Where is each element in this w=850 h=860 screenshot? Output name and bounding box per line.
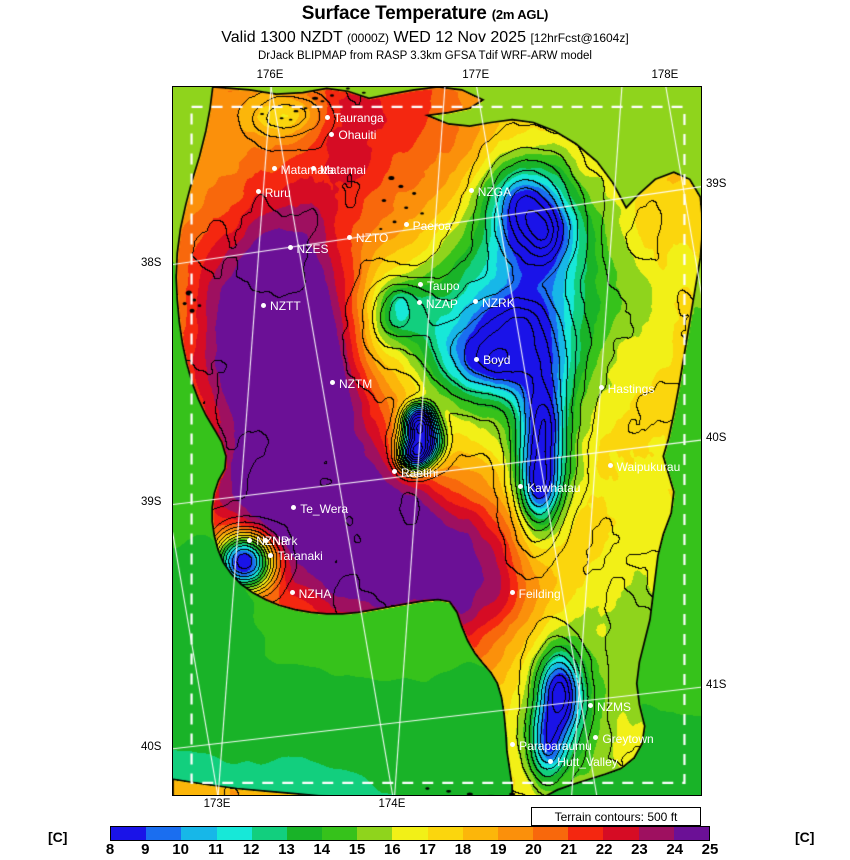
valid-time-line: Valid 1300 NZDT (0000Z) WED 12 Nov 2025 … [0,28,850,48]
colorbar-swatch-11 [497,827,534,840]
lon-tick-176E: 176E [256,69,284,81]
lon-tick-177E: 177E [462,69,490,81]
map-header: Surface Temperature (2m AGL) Valid 1300 … [0,0,850,64]
valid-zulu: (0000Z) [347,31,390,45]
page-title: Surface Temperature (2m AGL) [0,2,850,27]
colorbar-swatch-10 [462,827,498,840]
colorbar-tick-24: 24 [666,841,684,858]
colorbar-tick-14: 14 [313,841,331,858]
colorbar-swatch-16 [673,827,709,840]
colorbar-tick-8: 8 [105,841,115,858]
lon-tick-bottom-173E: 173E [203,798,231,810]
colorbar-tick-23: 23 [631,841,648,858]
colorbar-tick-16: 16 [384,841,401,858]
colorbar-swatch-7 [357,827,393,840]
colorbar-tick-12: 12 [242,841,260,858]
colorbar-swatch-12 [533,827,569,840]
lon-tick-bottom-174E: 174E [378,798,406,810]
lat-tick-right-41S: 41S [706,678,727,691]
colorbar-swatch-0 [111,827,147,840]
colorbar-tick-10: 10 [172,841,189,858]
map-container[interactable]: 176E 177E 178E 173E 174E 38S 39S 40S 39S 40S 41S T… [141,69,726,810]
colorbar-swatches [110,826,710,841]
lat-tick-right-39S: 39S [706,178,727,191]
colorbar-unit-left: [C] [48,829,68,845]
colorbar-tick-11: 11 [207,841,224,858]
colorbar-swatch-1 [146,827,182,840]
forecast-age: [12hrFcst@1604z] [530,31,629,45]
lat-tick-left-39S: 39S [141,496,162,509]
colorbar-tick-19: 19 [489,841,507,858]
colorbar-unit-right: [C] [795,829,815,845]
colorbar-swatch-6 [322,827,358,840]
colorbar-tick-9: 9 [141,841,150,858]
title-text: Surface Temperature [301,3,487,24]
valid-date: WED 12 Nov 2025 [393,29,526,46]
colorbar-swatch-5 [286,827,323,840]
colorbar-tick-20: 20 [525,841,542,858]
colorbar-swatch-14 [603,827,639,840]
map-frame [172,86,702,796]
colorbar-ticks: 8 9 10 11 12 13 14 15 16 17 18 19 20 21 22 23 24 25 [106,841,719,860]
colorbar-swatch-15 [638,827,674,840]
valid-prefix: Valid 1300 NZDT [221,29,343,46]
colorbar-swatch-3 [216,827,252,840]
colorbar-tick-13: 13 [278,841,295,858]
colorbar-tick-22: 22 [595,841,613,858]
model-line: DrJack BLIPMAP from RASP 3.3km GFSA Tdif… [257,50,592,62]
lat-tick-left-40S: 40S [141,740,162,753]
colorbar-swatch-13 [568,827,604,840]
colorbar-swatch-9 [427,827,463,840]
lon-tick-178E: 178E [651,69,679,81]
colorbar-swatch-4 [251,827,287,840]
colorbar-swatch-2 [181,827,217,840]
colorbar-tick-18: 18 [454,841,472,858]
colorbar-tick-25: 25 [701,841,719,858]
colorbar-swatch-8 [392,827,428,840]
colorbar-tick-17: 17 [419,841,436,858]
colorbar-tick-21: 21 [560,841,578,858]
terrain-contour-legend: Terrain contours: 500 ft [531,807,701,826]
lat-tick-right-40S: 40S [706,431,727,444]
title-suffix: (2m AGL) [491,7,549,22]
temperature-heatmap [173,87,701,795]
colorbar: [C] 8 9 10 11 12 13 14 15 16 17 18 19 20 21 22 23 24 25 [… [0,826,850,860]
colorbar-tick-15: 15 [348,841,366,858]
lat-tick-left-38S: 38S [141,256,162,269]
